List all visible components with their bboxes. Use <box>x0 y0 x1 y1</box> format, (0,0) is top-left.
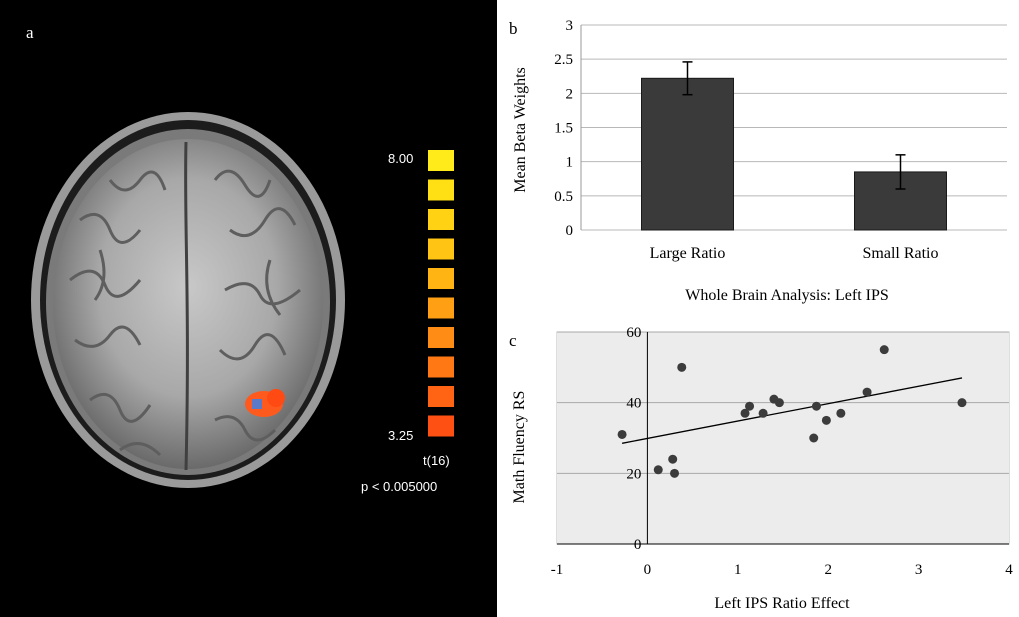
scatter-point <box>809 433 819 443</box>
activation-cluster-peak <box>267 389 285 407</box>
bar-x-tick-label: Small Ratio <box>863 245 939 262</box>
colorbar-min-label: 3.25 <box>388 428 413 443</box>
scatter-point <box>617 429 627 439</box>
panel-a-label: a <box>26 23 34 42</box>
scatter-point <box>821 415 831 425</box>
colorbar-swatch <box>428 415 454 437</box>
scatter-point <box>677 362 687 372</box>
scatter-point <box>668 454 678 464</box>
bar-chart: b 0 0.5 1 1.5 2 2.5 3 Large Ratio Small Ratio M… <box>509 18 1007 304</box>
scatter-y-tick-label: 0 <box>634 537 642 553</box>
bar-y-tick-label: 1 <box>566 155 574 171</box>
brain-panel: a 8.00 3.25 t(16) <box>0 0 497 617</box>
roi-marker <box>252 399 262 409</box>
scatter-plot-area <box>557 332 1009 544</box>
bar-x-ticks: Large Ratio Small Ratio <box>650 245 939 262</box>
colorbar-swatch <box>428 297 454 319</box>
colorbar-swatch <box>428 268 454 289</box>
bar-y-tick-label: 2.5 <box>554 52 573 68</box>
bar <box>641 77 734 231</box>
colorbar-p-label: p < 0.005000 <box>361 479 437 494</box>
scatter-point <box>670 468 680 478</box>
bar-x-tick-label: Large Ratio <box>650 245 726 262</box>
scatter-point <box>957 398 967 408</box>
scatter-trendline-group <box>621 377 963 444</box>
colorbar-swatch <box>428 150 454 171</box>
colorbar-swatch <box>428 327 454 348</box>
bar-y-ticks: 0 0.5 1 1.5 2 2.5 3 <box>554 18 573 239</box>
bar-y-tick-label: 0 <box>566 223 574 239</box>
scatter-point <box>862 387 872 397</box>
trendline <box>621 377 963 444</box>
scatter-points <box>617 345 967 478</box>
bar-y-axis-label: Mean Beta Weights <box>512 67 529 193</box>
colorbar-swatch <box>428 386 454 407</box>
panel-b-label: b <box>509 19 518 38</box>
colorbar-stat-label: t(16) <box>423 453 450 468</box>
scatter-y-tick-label: 40 <box>626 396 641 412</box>
scatter-x-tick-label: 4 <box>1005 562 1013 578</box>
colorbar-swatch <box>428 179 454 201</box>
scatter-y-tick-label: 60 <box>626 325 641 341</box>
scatter-x-tick-label: 3 <box>915 562 923 578</box>
colorbar-swatch <box>428 238 454 260</box>
scatter-point <box>740 408 750 418</box>
scatter-point <box>774 398 784 408</box>
gyri-pattern <box>69 169 301 457</box>
scatter-point <box>879 345 889 355</box>
scatter-point <box>811 401 821 411</box>
scatter-point <box>653 465 663 475</box>
scatter-point <box>836 408 846 418</box>
scatter-y-ticks: 0 20 40 60 <box>626 325 641 553</box>
scatter-x-tick-label: 0 <box>644 562 652 578</box>
bar-y-tick-label: 3 <box>566 18 574 34</box>
scatter-x-axis-label: Left IPS Ratio Effect <box>714 595 850 612</box>
bar-x-axis-label: Whole Brain Analysis: Left IPS <box>685 287 889 304</box>
scatter-x-tick-label: 1 <box>734 562 742 578</box>
scatter-x-ticks: -1 0 1 2 3 4 <box>551 562 1014 578</box>
midline <box>184 141 189 471</box>
scatter-gridlines <box>557 331 1009 545</box>
panel-c-label: c <box>509 331 517 350</box>
scatter-y-tick-label: 20 <box>626 466 641 482</box>
bar-y-tick-label: 2 <box>566 86 574 102</box>
scatter-point <box>758 408 768 418</box>
bar-y-tick-label: 1.5 <box>554 121 573 137</box>
scatter-chart: c 0 20 40 60 -1 0 1 2 3 4 Math Fluency RS Left I… <box>509 325 1014 612</box>
scatter-x-tick-label: -1 <box>551 562 564 578</box>
colorbar-swatch <box>428 356 454 378</box>
bar-series <box>641 61 947 231</box>
scatter-x-tick-label: 2 <box>824 562 832 578</box>
colorbar <box>428 150 454 437</box>
colorbar-max-label: 8.00 <box>388 151 413 166</box>
scatter-y-axis-label: Math Fluency RS <box>511 391 528 504</box>
bar-y-tick-label: 0.5 <box>554 189 573 205</box>
colorbar-swatch <box>428 209 454 230</box>
scatter-point <box>745 401 755 411</box>
brain-figure: a 8.00 3.25 t(16) <box>26 23 454 494</box>
